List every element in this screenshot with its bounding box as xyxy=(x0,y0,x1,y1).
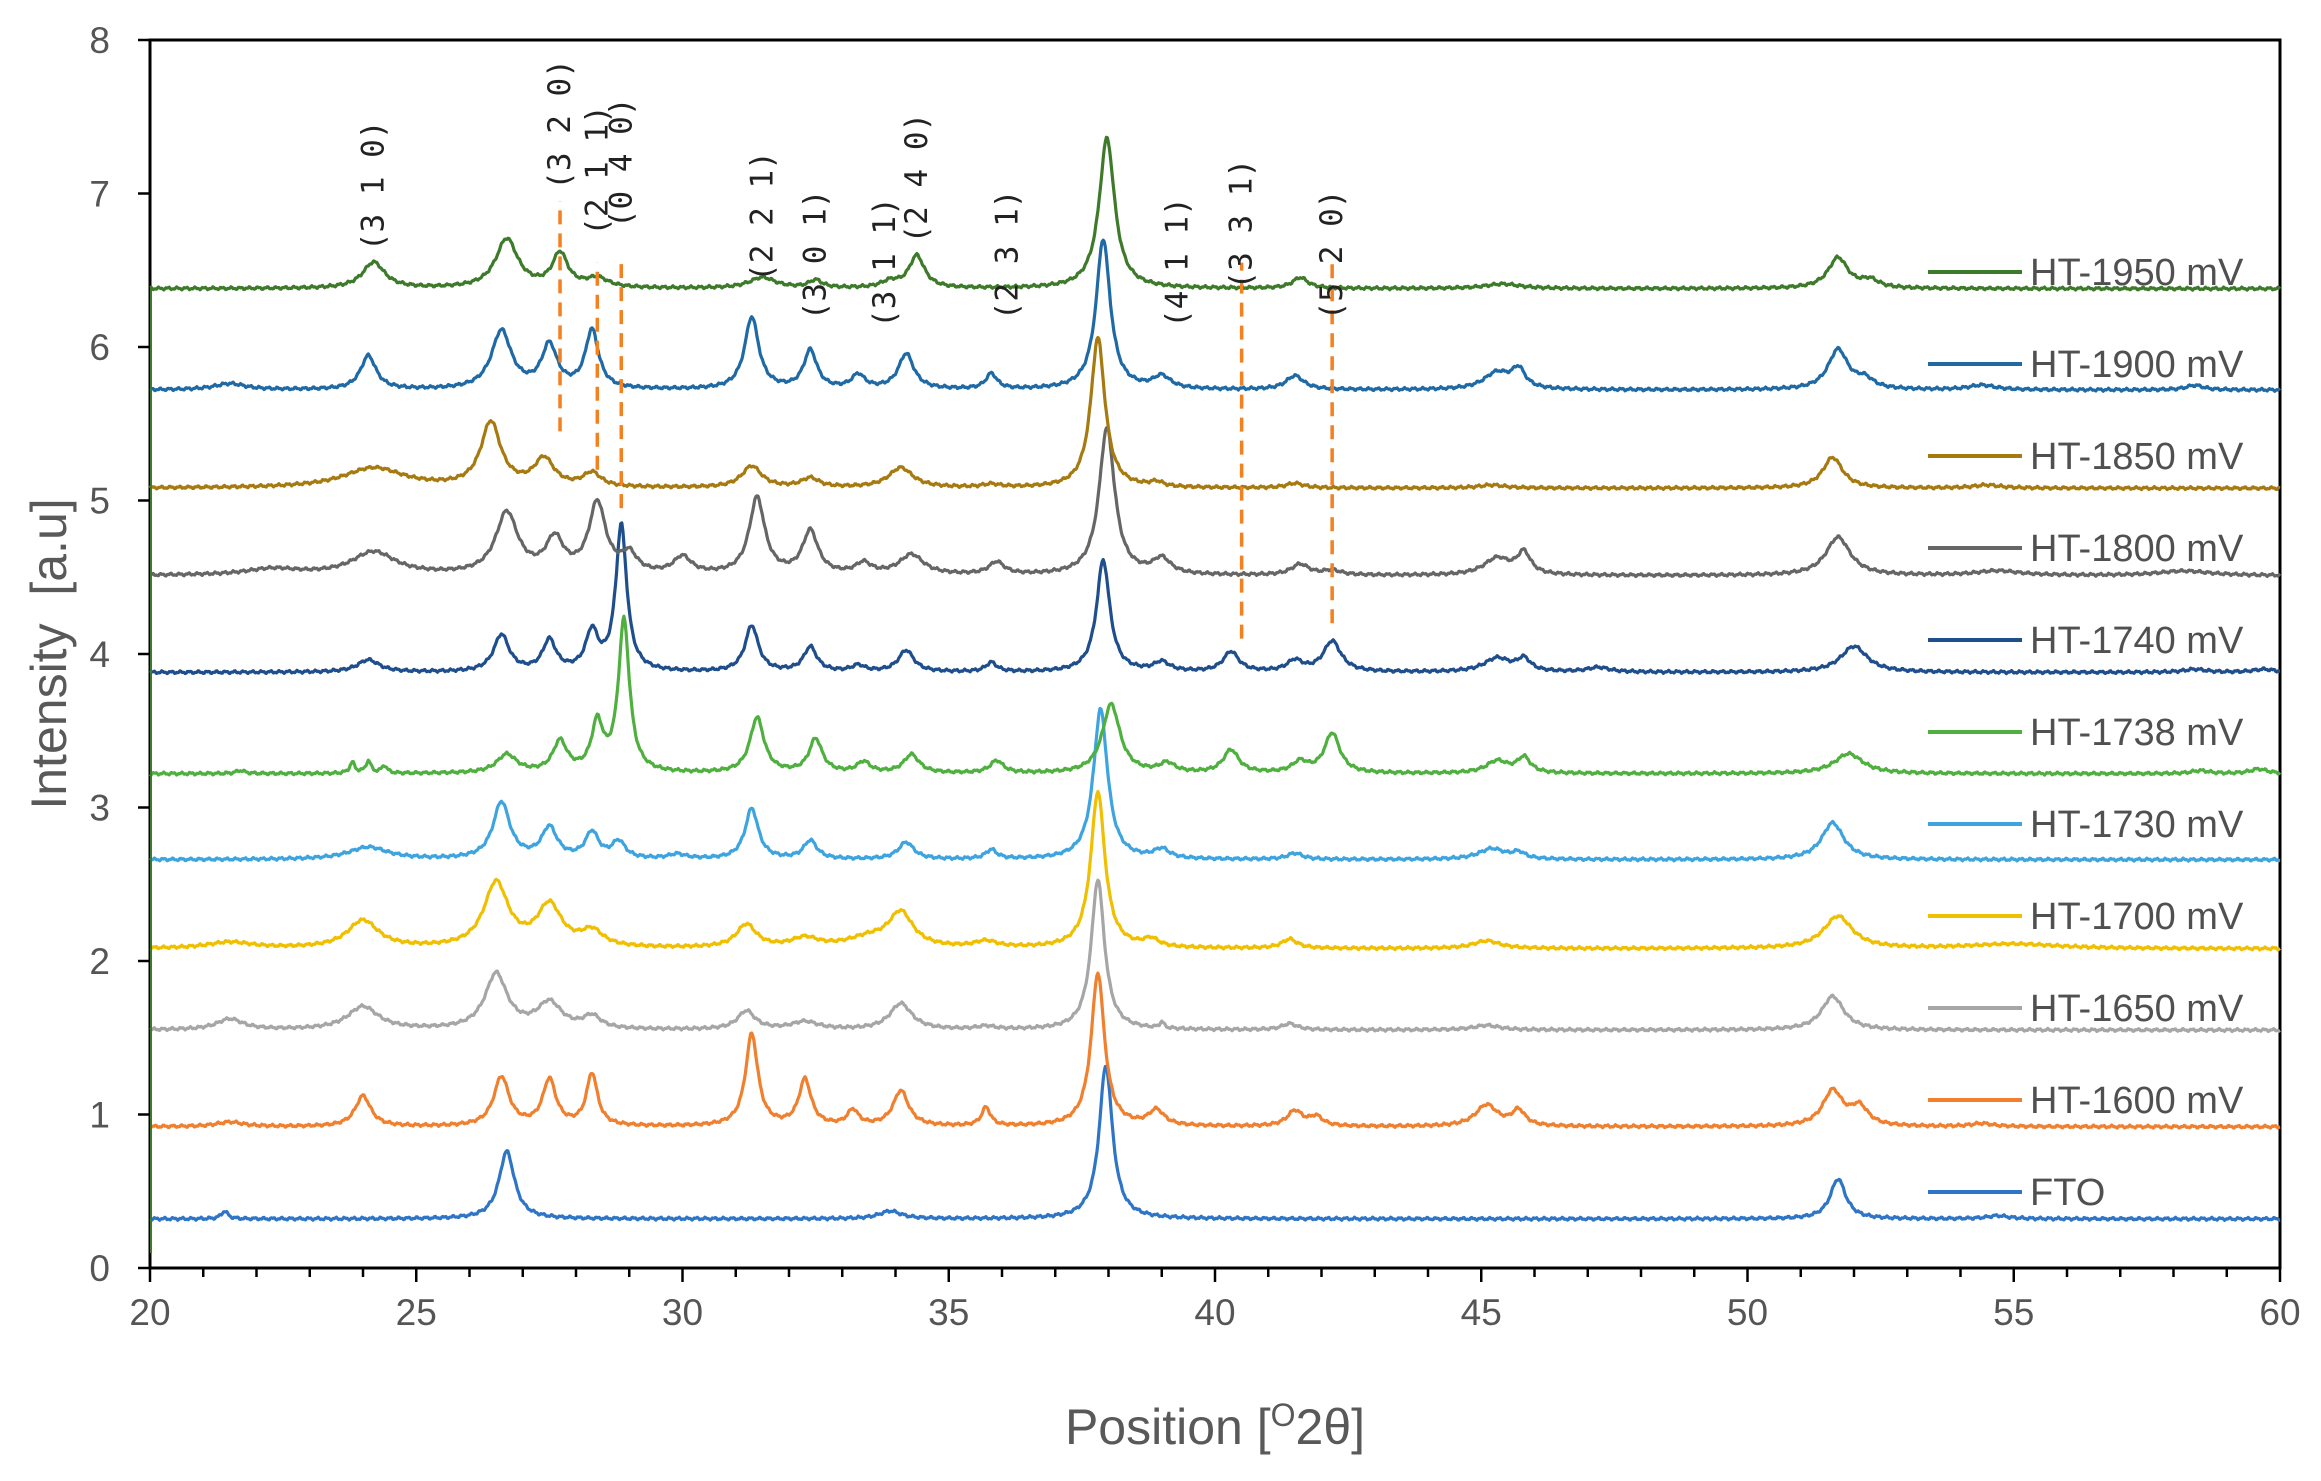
peak-label: (0 4 0) xyxy=(603,97,639,228)
series-line xyxy=(149,789,2281,952)
series-line xyxy=(149,135,2282,292)
peak-label: (5 2 0) xyxy=(1314,190,1350,321)
peak-label: (2 4 0) xyxy=(899,113,935,244)
x-axis-title-sup: O xyxy=(1271,1397,1296,1433)
legend-label: HT-1600 mV xyxy=(2030,1080,2244,1122)
y-tick-label: 2 xyxy=(89,941,110,982)
legend: HT-1950 mV HT-1900 mV HT-1850 mV HT-1800 mV… xyxy=(1928,252,2244,1214)
legend-label: HT-1738 mV xyxy=(2030,712,2244,754)
peak-label: (3 1 0) xyxy=(356,120,392,251)
y-tick-label: 6 xyxy=(89,327,110,368)
legend-label: HT-1650 mV xyxy=(2030,988,2244,1030)
y-tick-label: 5 xyxy=(89,481,110,522)
y-tick-label: 0 xyxy=(89,1248,110,1289)
x-tick-label: 25 xyxy=(396,1292,437,1333)
peak-label: (3 0 1) xyxy=(798,190,834,321)
series-line xyxy=(149,971,2281,1130)
y-tick-label: 8 xyxy=(89,20,110,61)
x-axis-title: Position [O2θ] xyxy=(1065,1397,1365,1455)
peak-label: (2 1 1) xyxy=(579,105,615,236)
x-tick-labels: 20 25 30 35 40 45 50 55 60 xyxy=(129,1292,2300,1333)
x-axis-title-tail: 2θ] xyxy=(1296,1399,1366,1455)
x-axis-title-main: Position [ xyxy=(1065,1399,1271,1455)
series-line xyxy=(149,425,2282,579)
legend-label: HT-1730 mV xyxy=(2030,804,2244,846)
legend-label: HT-1740 mV xyxy=(2030,620,2244,662)
series-line xyxy=(149,238,2282,393)
y-tick-label: 7 xyxy=(89,174,110,215)
series-line xyxy=(149,706,2281,863)
series-layer xyxy=(148,135,2282,1253)
legend-label: HT-1950 mV xyxy=(2030,252,2244,294)
series-line xyxy=(149,614,2282,777)
y-axis-title: Intensity [a.u] xyxy=(21,498,77,809)
x-tick-label: 30 xyxy=(662,1292,703,1333)
legend-label: HT-1850 mV xyxy=(2030,436,2244,478)
peak-label: (3 1 1) xyxy=(867,197,903,328)
y-tick-labels: 0 1 2 3 4 5 6 7 8 xyxy=(89,20,110,1289)
legend-label: HT-1900 mV xyxy=(2030,344,2244,386)
x-tick-label: 45 xyxy=(1461,1292,1502,1333)
peak-annotations: (3 1 0) (3 2 0) (2 1 1)(0 4 0) (2 2 1) (3 0 … xyxy=(356,59,1350,639)
x-tick-label: 35 xyxy=(928,1292,969,1333)
legend-label: HT-1700 mV xyxy=(2030,896,2244,938)
x-tick-label: 20 xyxy=(129,1292,170,1333)
peak-label: (3 2 0) xyxy=(542,59,578,190)
peak-label: (4 1 1) xyxy=(1160,197,1196,328)
series-line xyxy=(148,521,2281,676)
series-line xyxy=(148,335,2281,492)
x-tick-label: 55 xyxy=(1993,1292,2034,1333)
y-tick-label: 3 xyxy=(89,788,110,829)
x-tick-label: 60 xyxy=(2259,1292,2300,1333)
y-tick-label: 1 xyxy=(89,1095,110,1136)
series-line xyxy=(149,878,2281,1034)
legend-label: HT-1800 mV xyxy=(2030,528,2244,570)
legend-label: FTO xyxy=(2030,1172,2105,1214)
axis-ticks xyxy=(138,38,2282,1282)
peak-label: (2 2 1) xyxy=(744,151,780,282)
peak-label: (2 3 1) xyxy=(989,190,1025,321)
series-line xyxy=(149,1064,2281,1222)
x-tick-label: 40 xyxy=(1194,1292,1235,1333)
y-tick-label: 4 xyxy=(89,634,110,675)
peak-label: (3 3 1) xyxy=(1224,159,1260,290)
x-tick-label: 50 xyxy=(1727,1292,1768,1333)
